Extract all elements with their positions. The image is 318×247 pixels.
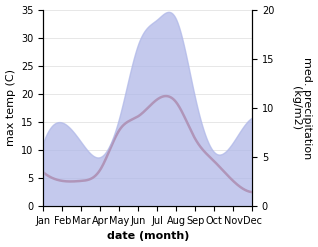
X-axis label: date (month): date (month) xyxy=(107,231,189,242)
Y-axis label: med. precipitation
(kg/m2): med. precipitation (kg/m2) xyxy=(291,57,313,159)
Y-axis label: max temp (C): max temp (C) xyxy=(5,69,16,146)
